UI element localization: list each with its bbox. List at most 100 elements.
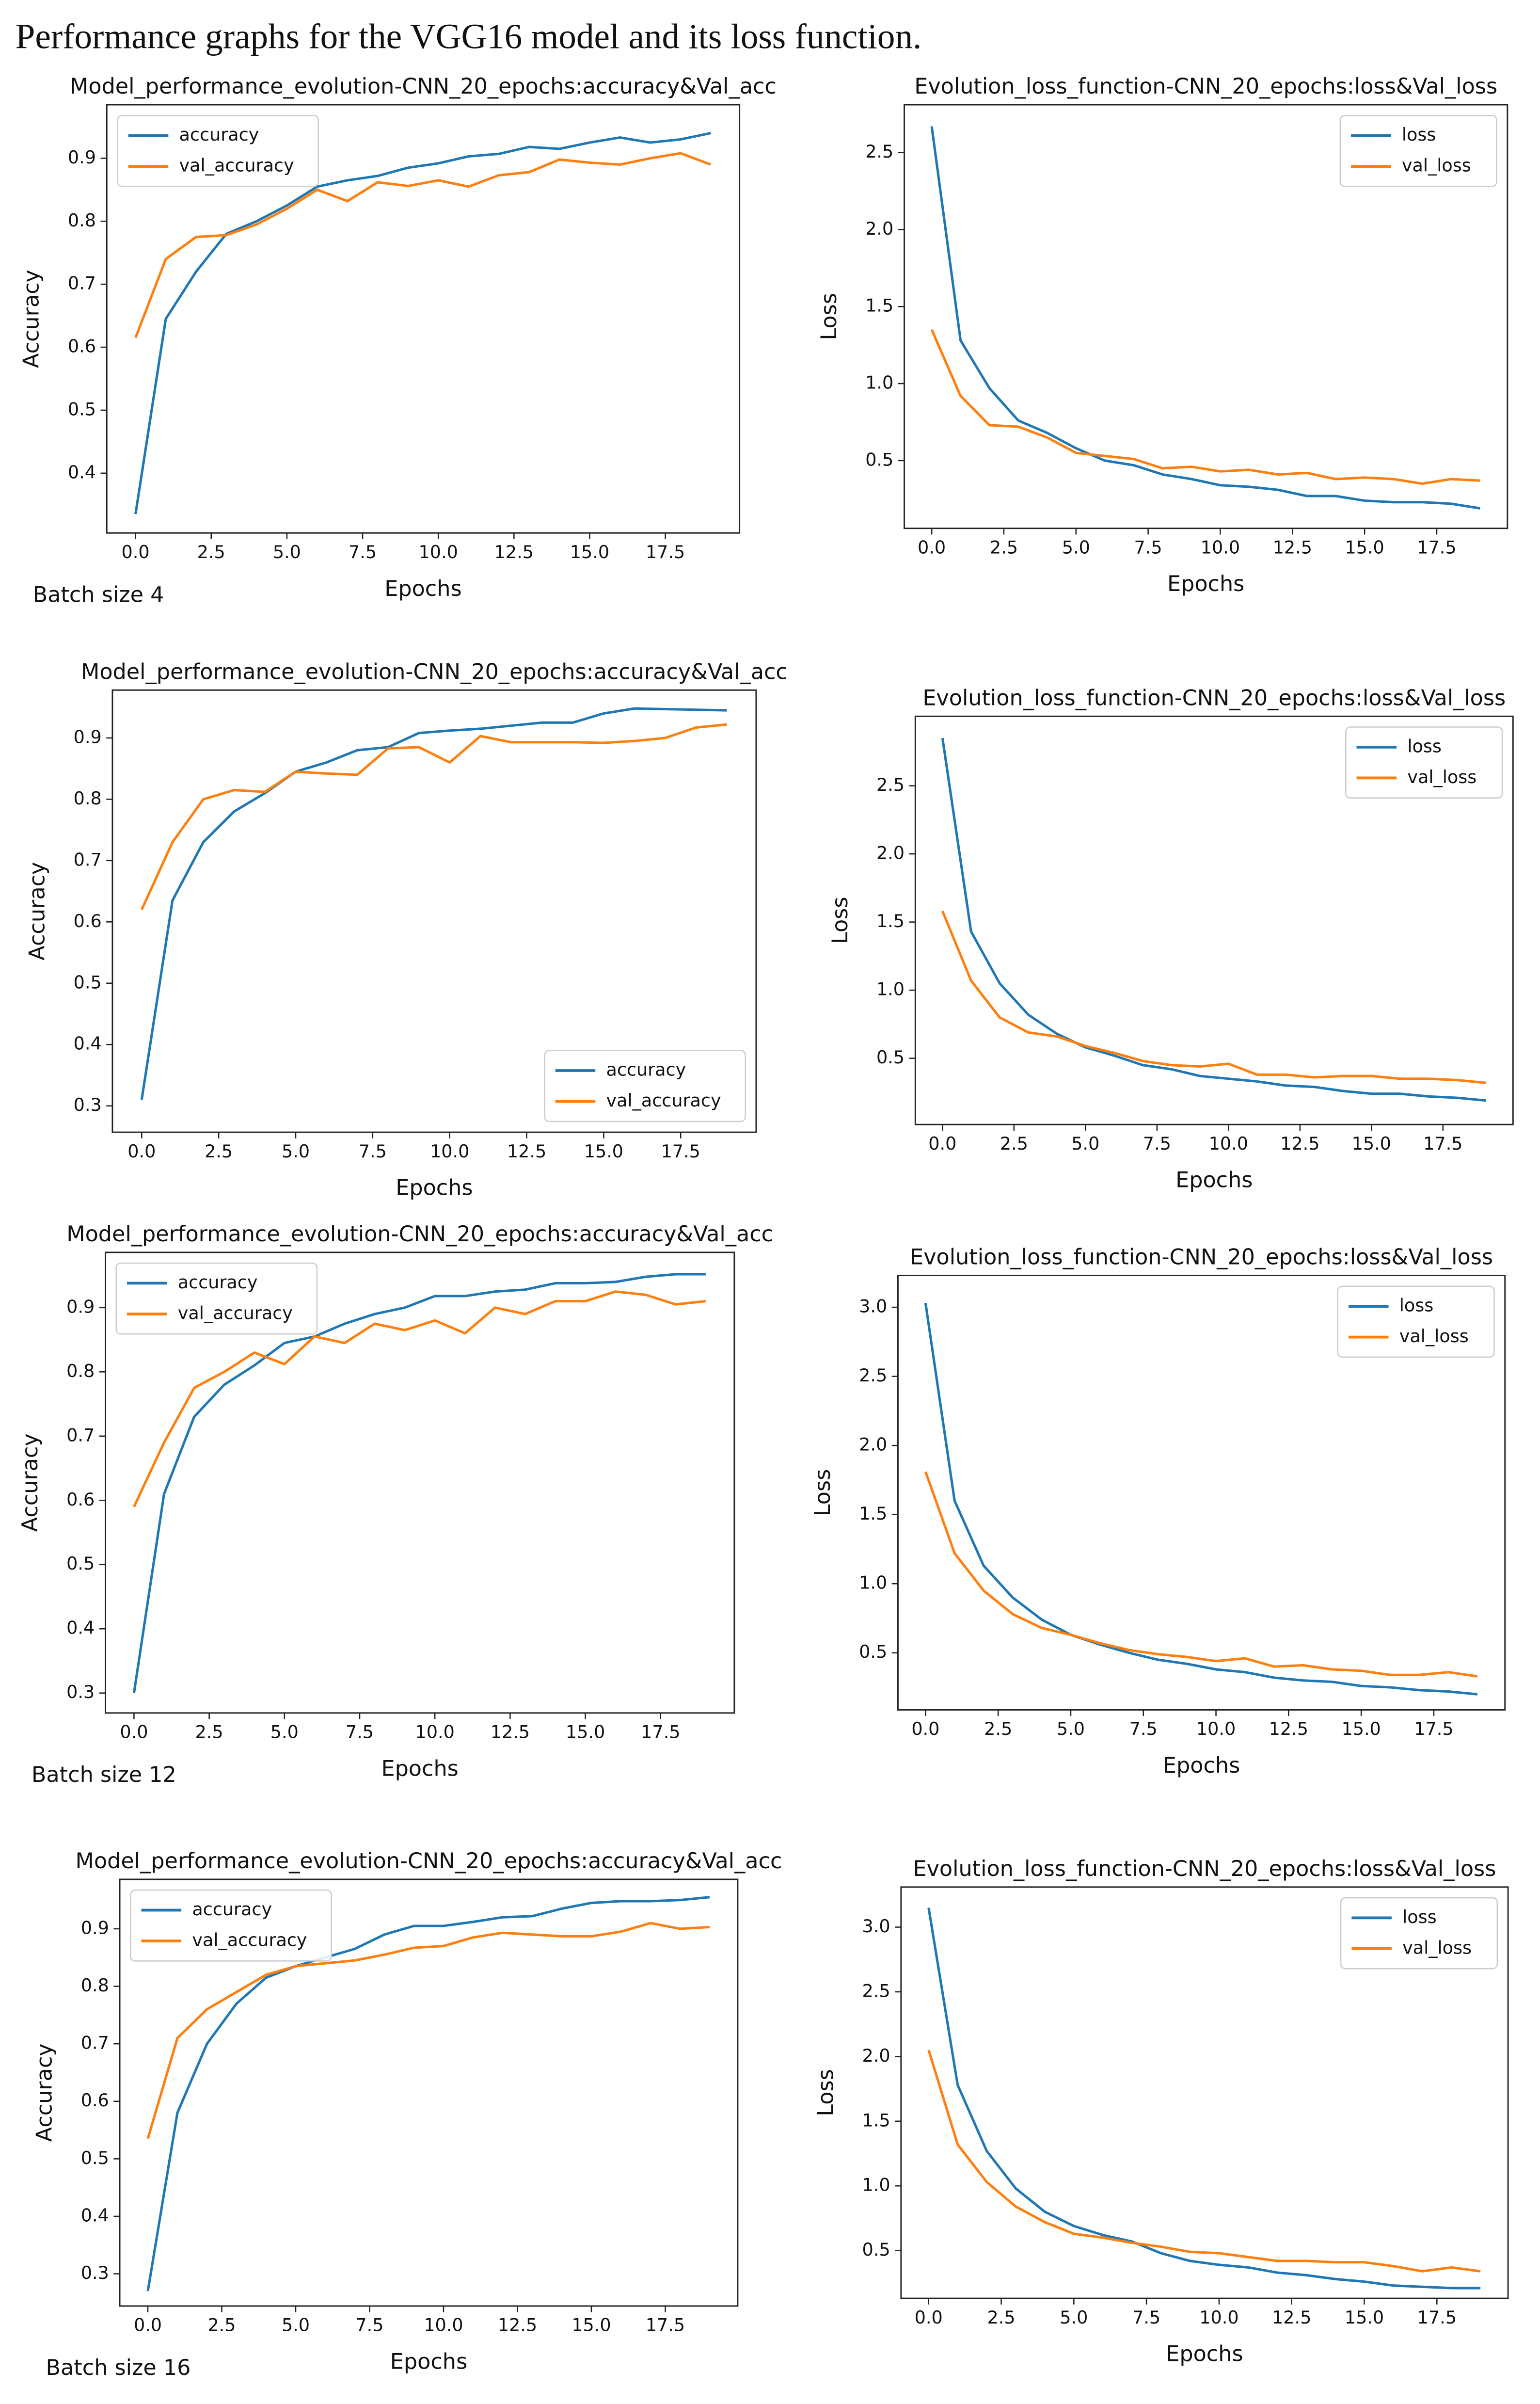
y-tick-label: 0.8 <box>68 210 96 231</box>
x-axis-label: Epochs <box>1167 572 1244 596</box>
chart-title: Model_performance_evolution-CNN_20_epoch… <box>66 1222 773 1247</box>
x-tick-label: 17.5 <box>1423 1133 1462 1154</box>
x-tick-label: 17.5 <box>641 1722 680 1743</box>
x-tick-label: 12.5 <box>1280 1133 1319 1154</box>
figure-title: Performance graphs for the VGG16 model a… <box>16 16 921 56</box>
series-line <box>930 329 1480 485</box>
y-tick-label: 1.0 <box>859 1572 887 1593</box>
x-tick-label: 12.5 <box>1272 2307 1311 2328</box>
legend-label: val_loss <box>1402 1937 1472 1958</box>
x-tick-label: 0.0 <box>911 1718 939 1739</box>
series-line <box>924 1303 1478 1696</box>
legend-label: accuracy <box>606 1059 686 1080</box>
y-axis-label: Loss <box>810 1469 835 1517</box>
chart-title: Model_performance_evolution-CNN_20_epoch… <box>70 74 777 99</box>
x-tick-label: 15.0 <box>1352 1133 1391 1154</box>
y-tick-label: 0.5 <box>862 2239 890 2260</box>
legend-box <box>1345 726 1503 799</box>
x-tick-label: 0.0 <box>928 1133 956 1154</box>
axes-frame <box>897 1275 1506 1711</box>
y-tick-label: 0.7 <box>68 273 96 294</box>
x-axis-label: Epochs <box>1175 1168 1253 1193</box>
y-tick-label: 0.5 <box>859 1641 887 1662</box>
y-tick-label: 0.9 <box>66 1296 95 1317</box>
y-axis-label: Accuracy <box>25 862 49 961</box>
x-tick-label: 0.0 <box>122 542 150 562</box>
y-tick-label: 1.5 <box>876 911 905 931</box>
y-tick-label: 0.4 <box>68 462 96 482</box>
x-tick-label: 17.5 <box>1414 1718 1453 1739</box>
y-tick-label: 1.0 <box>862 2175 890 2196</box>
series-line <box>927 1907 1481 2290</box>
x-tick-label: 2.5 <box>195 1722 223 1743</box>
legend-box <box>1340 1897 1498 1970</box>
y-tick-label: 2.0 <box>862 2045 890 2066</box>
series-line <box>941 737 1486 1102</box>
legend-label: loss <box>1399 1295 1434 1316</box>
y-tick-label: 2.0 <box>876 843 905 864</box>
x-tick-label: 5.0 <box>1062 537 1090 558</box>
legend-label: val_loss <box>1402 155 1471 176</box>
y-tick-label: 0.5 <box>876 1047 905 1068</box>
y-tick-label: 1.5 <box>862 2110 890 2131</box>
x-tick-label: 17.5 <box>661 1141 700 1162</box>
series-line <box>146 1922 710 2139</box>
series-line <box>134 152 712 338</box>
x-tick-label: 0.0 <box>915 2307 943 2328</box>
x-tick-label: 0.0 <box>127 1141 156 1162</box>
y-tick-label: 2.5 <box>862 1980 890 2001</box>
x-tick-label: 10.0 <box>419 542 458 562</box>
x-tick-label: 15.0 <box>572 2315 611 2336</box>
y-axis-label: Loss <box>817 293 841 340</box>
x-tick-label: 2.5 <box>197 542 225 562</box>
y-tick-label: 0.7 <box>81 2033 109 2053</box>
legend-box <box>115 1262 318 1335</box>
x-tick-label: 15.0 <box>1341 1718 1381 1739</box>
y-axis-label: Accuracy <box>18 1433 43 1532</box>
y-tick-label: 0.5 <box>865 449 893 470</box>
x-tick-label: 7.5 <box>1129 1718 1158 1739</box>
y-tick-label: 2.0 <box>865 218 893 239</box>
legend-label: val_accuracy <box>179 155 294 176</box>
y-tick-label: 1.5 <box>865 295 893 316</box>
x-tick-label: 5.0 <box>282 1141 310 1162</box>
axes-frame <box>914 715 1514 1125</box>
series-line <box>146 1896 710 2292</box>
x-tick-label: 2.5 <box>205 1141 233 1162</box>
y-tick-label: 0.7 <box>66 1425 95 1445</box>
y-tick-label: 0.8 <box>81 1975 109 1996</box>
x-tick-label: 12.5 <box>494 542 534 562</box>
x-tick-label: 17.5 <box>646 542 685 562</box>
x-axis-label: Epochs <box>390 2349 467 2374</box>
x-tick-label: 7.5 <box>1132 2307 1160 2328</box>
legend-label: val_loss <box>1399 1326 1469 1346</box>
legend-box <box>1337 1285 1495 1358</box>
legend-box <box>1339 115 1497 187</box>
x-tick-label: 2.5 <box>990 537 1018 558</box>
y-tick-label: 3.0 <box>862 1916 890 1937</box>
y-tick-label: 1.0 <box>876 979 905 1000</box>
x-tick-label: 17.5 <box>1417 537 1456 558</box>
chart-title: Model_performance_evolution-CNN_20_epoch… <box>81 659 788 684</box>
y-tick-label: 0.9 <box>68 147 96 168</box>
x-tick-label: 5.0 <box>270 1722 299 1743</box>
axes-frame <box>105 1251 735 1714</box>
axes-frame <box>900 1886 1509 2299</box>
x-tick-label: 15.0 <box>566 1722 605 1743</box>
series-line <box>930 126 1480 510</box>
y-tick-label: 2.0 <box>859 1434 887 1455</box>
x-tick-label: 17.5 <box>646 2315 685 2336</box>
y-axis-label: Loss <box>813 2069 838 2116</box>
legend-box <box>130 1889 332 1962</box>
series-line <box>133 1290 706 1507</box>
y-tick-label: 2.5 <box>859 1365 887 1386</box>
y-tick-label: 0.5 <box>66 1553 95 1574</box>
x-tick-label: 10.0 <box>1196 1718 1236 1739</box>
x-tick-label: 12.5 <box>491 1722 530 1743</box>
x-tick-label: 12.5 <box>507 1141 546 1162</box>
legend-label: val_loss <box>1407 767 1476 787</box>
y-tick-label: 3.0 <box>859 1296 887 1317</box>
y-tick-label: 0.5 <box>74 972 102 993</box>
y-tick-label: 0.4 <box>66 1618 95 1638</box>
y-tick-label: 0.4 <box>81 2205 109 2226</box>
